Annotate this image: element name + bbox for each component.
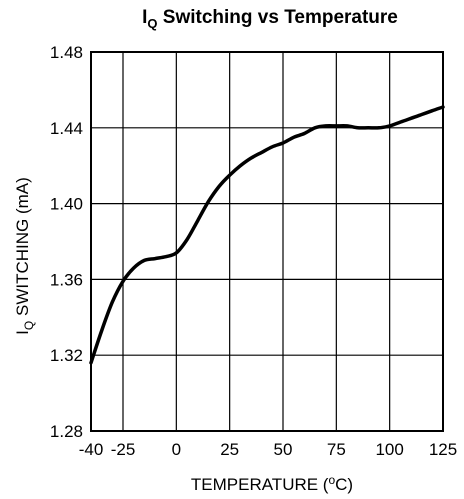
y-axis-label: IQ SWITCHING (mA) [13, 177, 36, 335]
y-tick-label: 1.48 [50, 43, 83, 62]
y-tick-label: 1.36 [50, 270, 83, 289]
x-tick-label: -40 [79, 440, 104, 459]
x-tick-label: 0 [172, 440, 181, 459]
x-tick-label: 50 [274, 440, 293, 459]
x-axis-label: TEMPERATURE (oC) [191, 473, 353, 494]
y-tick-label: 1.44 [50, 119, 83, 138]
x-tick-label: 75 [327, 440, 346, 459]
chart-title: IQ Switching vs Temperature [142, 7, 398, 31]
x-tick-label: -25 [111, 440, 136, 459]
plot-frame [90, 51, 444, 432]
grid [91, 52, 443, 431]
y-tick-label: 1.28 [50, 422, 83, 441]
y-tick-label: 1.32 [50, 346, 83, 365]
series-group [89, 105, 445, 365]
y-tick-label: 1.40 [50, 195, 83, 214]
series-line [89, 105, 445, 365]
x-tick-label: 125 [429, 440, 457, 459]
tick-labels: -40 -25 0 25 50 75 100 125 1.28 1.32 1.36 1.40 1.44 1… [50, 43, 457, 459]
x-tick-label: 25 [220, 440, 239, 459]
x-tick-label: 100 [375, 440, 403, 459]
